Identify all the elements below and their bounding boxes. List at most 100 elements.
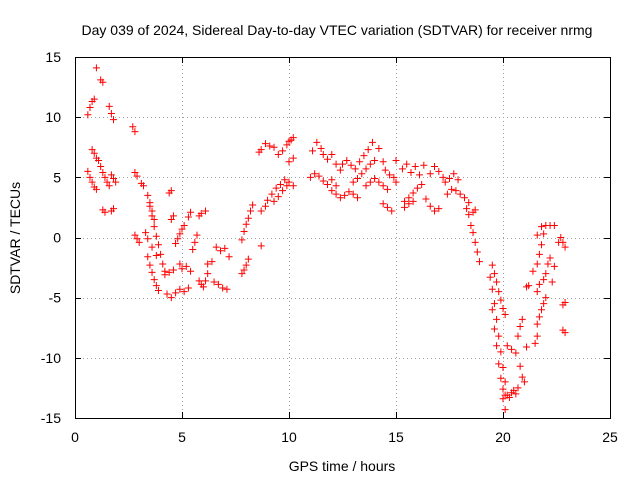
data-point — [101, 208, 109, 216]
data-point — [501, 406, 509, 414]
data-point — [533, 231, 541, 239]
data-point — [383, 203, 391, 211]
data-point — [341, 191, 349, 199]
data-point — [204, 270, 212, 278]
data-point — [435, 167, 443, 175]
data-point — [512, 349, 520, 357]
data-point — [197, 209, 205, 217]
data-point — [105, 102, 113, 110]
data-point — [242, 261, 250, 269]
data-point — [193, 231, 201, 239]
data-point — [379, 158, 387, 166]
data-point — [465, 211, 473, 219]
data-point — [148, 243, 156, 251]
data-point — [217, 247, 225, 255]
data-point — [157, 250, 165, 258]
data-point — [538, 306, 546, 314]
data-point — [538, 223, 546, 231]
data-point — [317, 144, 325, 152]
data-point — [413, 184, 421, 192]
data-point — [135, 238, 143, 246]
data-point — [418, 181, 426, 189]
data-point — [490, 300, 498, 308]
data-point — [84, 111, 92, 119]
data-point — [110, 175, 118, 183]
data-point — [475, 258, 483, 266]
data-point — [518, 373, 526, 381]
y-tick-label: 10 — [45, 109, 61, 125]
chart-title: Day 039 of 2024, Sidereal Day-to-day VTE… — [82, 22, 593, 38]
y-tick-label: 5 — [53, 169, 61, 185]
data-point — [279, 147, 287, 155]
data-point — [257, 146, 265, 154]
data-point — [345, 188, 353, 196]
data-point — [499, 395, 507, 403]
x-tick-label: 15 — [388, 429, 404, 445]
data-point — [165, 268, 173, 276]
data-point — [450, 170, 458, 178]
data-point — [92, 185, 100, 193]
data-point — [152, 282, 160, 290]
data-point — [167, 215, 175, 223]
data-point — [90, 149, 98, 157]
data-point — [467, 221, 475, 229]
data-point — [405, 200, 413, 208]
data-point — [518, 315, 526, 323]
data-point — [146, 261, 154, 269]
data-point — [172, 289, 180, 297]
data-point — [523, 343, 531, 351]
data-point — [339, 160, 346, 168]
data-point — [176, 230, 184, 238]
data-point — [499, 363, 507, 371]
axis-ticks: 0 5 10 15 20 25 -15 -10 -5 0 5 10 15 — [41, 49, 618, 445]
data-point — [225, 253, 233, 261]
data-point — [465, 199, 473, 207]
data-point — [371, 175, 379, 183]
data-point — [86, 173, 94, 181]
data-point — [548, 278, 556, 286]
data-point — [107, 110, 115, 118]
data-point — [368, 138, 376, 146]
data-point — [499, 385, 507, 393]
data-point — [178, 225, 186, 233]
data-point — [202, 207, 210, 215]
data-point — [319, 150, 327, 158]
y-tick-label: 0 — [53, 230, 61, 246]
data-point — [261, 202, 269, 210]
data-point — [401, 203, 409, 211]
data-point — [249, 201, 257, 209]
data-point — [332, 182, 340, 190]
data-point — [324, 155, 332, 163]
data-point — [456, 190, 464, 198]
data-point — [172, 240, 180, 248]
data-point — [285, 178, 293, 186]
data-point — [272, 184, 280, 192]
data-point — [366, 160, 374, 168]
data-point — [559, 238, 567, 246]
data-point — [174, 235, 182, 243]
data-point — [347, 161, 355, 169]
data-point — [328, 176, 336, 184]
data-point — [257, 207, 265, 215]
data-point — [550, 262, 558, 270]
data-point — [163, 290, 171, 298]
data-point — [212, 243, 220, 251]
data-point — [315, 172, 323, 180]
data-point — [88, 146, 96, 154]
data-point — [535, 313, 543, 321]
data-point — [366, 178, 374, 186]
data-point — [351, 165, 359, 173]
data-point — [460, 194, 468, 202]
data-point — [349, 190, 357, 198]
data-point — [105, 182, 113, 190]
data-point — [497, 374, 505, 382]
data-point — [375, 144, 383, 152]
data-point — [529, 267, 537, 275]
data-point — [264, 196, 272, 204]
data-point — [401, 197, 409, 205]
data-point — [403, 160, 411, 168]
data-point — [420, 161, 428, 169]
data-point — [208, 258, 216, 266]
data-point — [150, 223, 158, 231]
data-point — [154, 241, 162, 249]
